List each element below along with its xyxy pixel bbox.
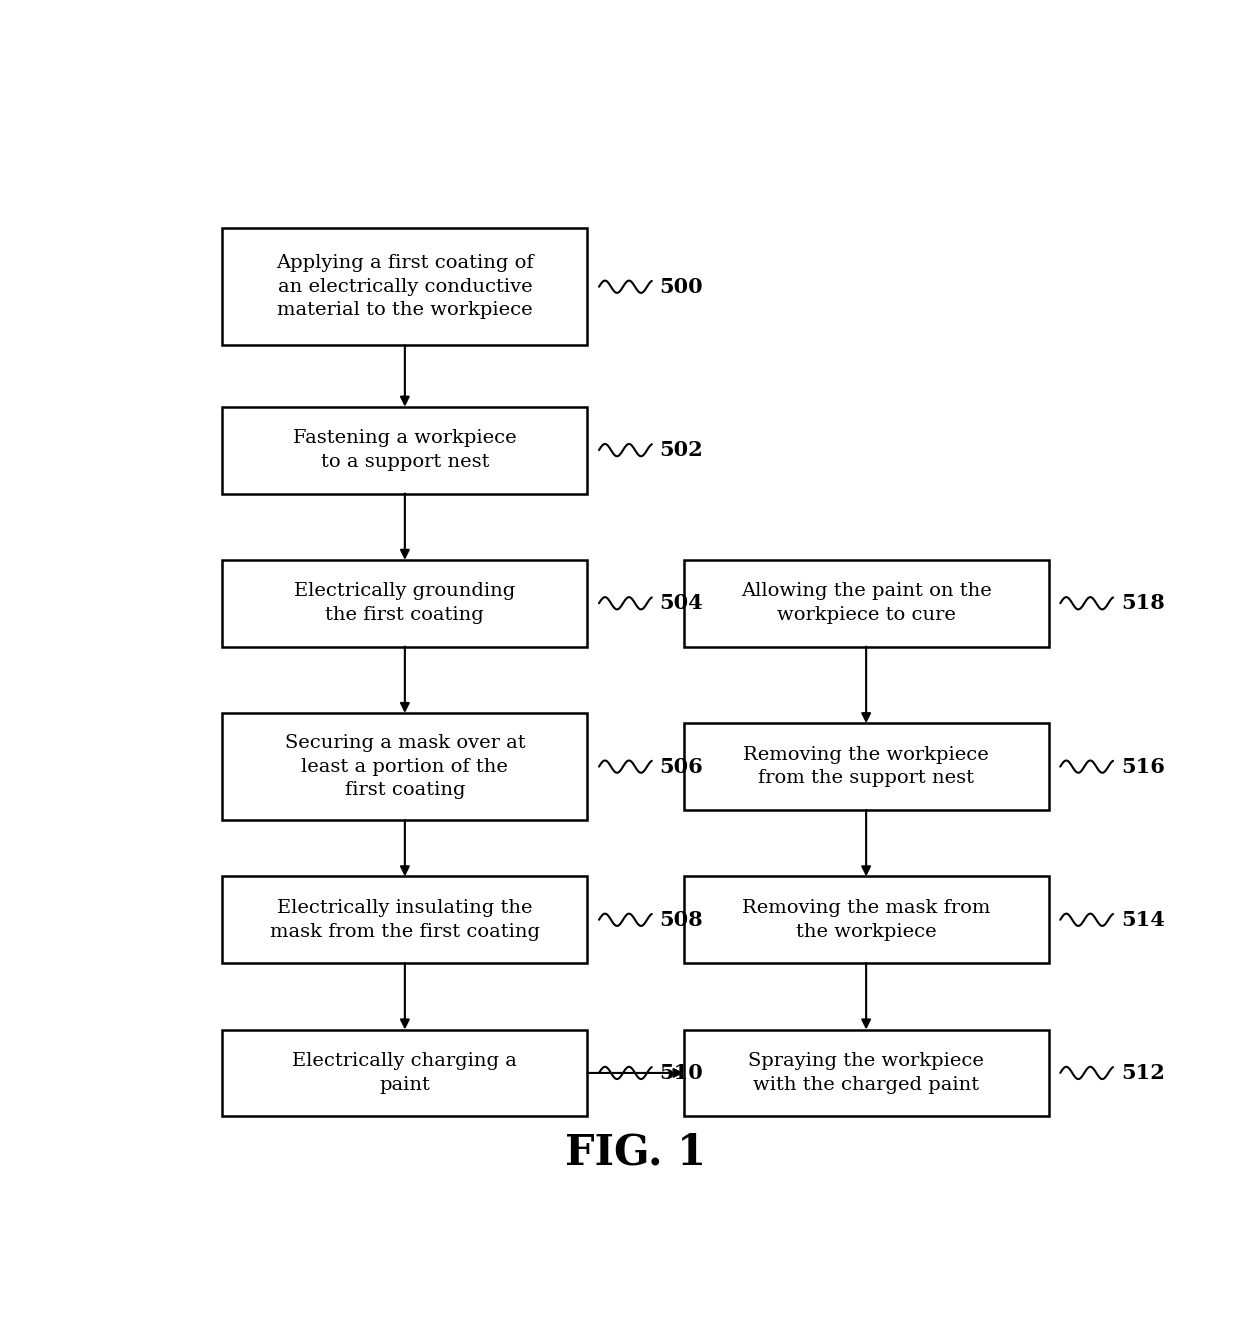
Text: Securing a mask over at
least a portion of the
first coating: Securing a mask over at least a portion …	[284, 735, 526, 800]
Text: Removing the mask from
the workpiece: Removing the mask from the workpiece	[742, 899, 991, 940]
Text: 506: 506	[660, 757, 703, 777]
Text: Spraying the workpiece
with the charged paint: Spraying the workpiece with the charged …	[748, 1052, 985, 1094]
Text: 510: 510	[660, 1063, 703, 1083]
Text: Electrically insulating the
mask from the first coating: Electrically insulating the mask from th…	[270, 899, 539, 940]
Text: 512: 512	[1121, 1063, 1164, 1083]
FancyBboxPatch shape	[222, 876, 588, 963]
Text: Electrically charging a
paint: Electrically charging a paint	[293, 1052, 517, 1094]
Text: Allowing the paint on the
workpiece to cure: Allowing the paint on the workpiece to c…	[740, 582, 992, 625]
Text: Electrically grounding
the first coating: Electrically grounding the first coating	[294, 582, 516, 625]
Text: Fastening a workpiece
to a support nest: Fastening a workpiece to a support nest	[293, 430, 517, 471]
FancyBboxPatch shape	[222, 1029, 588, 1116]
Text: 504: 504	[660, 593, 703, 613]
FancyBboxPatch shape	[683, 876, 1049, 963]
FancyBboxPatch shape	[683, 723, 1049, 810]
FancyBboxPatch shape	[222, 228, 588, 346]
FancyBboxPatch shape	[222, 560, 588, 647]
Text: 508: 508	[660, 910, 703, 930]
Text: Applying a first coating of
an electrically conductive
material to the workpiece: Applying a first coating of an electrica…	[277, 255, 533, 320]
FancyBboxPatch shape	[683, 1029, 1049, 1116]
FancyBboxPatch shape	[683, 560, 1049, 647]
Text: 516: 516	[1121, 757, 1164, 777]
Text: 514: 514	[1121, 910, 1164, 930]
Text: 502: 502	[660, 440, 703, 460]
FancyBboxPatch shape	[222, 713, 588, 821]
Text: 500: 500	[660, 277, 703, 297]
Text: Removing the workpiece
from the support nest: Removing the workpiece from the support …	[743, 745, 990, 788]
Text: 518: 518	[1121, 593, 1164, 613]
FancyBboxPatch shape	[222, 407, 588, 493]
Text: FIG. 1: FIG. 1	[565, 1131, 706, 1174]
